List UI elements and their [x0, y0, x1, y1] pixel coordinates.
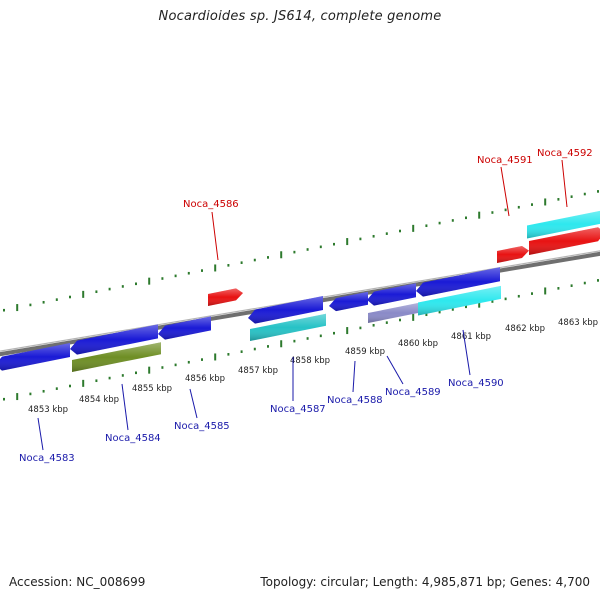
gene-arrow-noca-4589-shade — [367, 283, 416, 306]
kbp-tick-label: 4858 kbp — [290, 356, 330, 366]
product-box-noca-4592 — [527, 210, 600, 239]
kbp-tick-label: 4859 kbp — [345, 347, 385, 357]
feature-tracks — [0, 210, 600, 372]
gene-arrow-noca-4589 — [367, 283, 416, 306]
gene-label-noca-4585: Noca_4585 — [174, 421, 230, 432]
gene-arrow-noca-4592-shade — [529, 227, 600, 255]
leader-line-noca-4584 — [121, 383, 129, 431]
product-box-noca-4584 — [72, 342, 161, 372]
kbp-tick-label: 4854 kbp — [79, 395, 119, 405]
leader-line-noca-4591 — [500, 166, 510, 217]
gene-arrow-noca-4590 — [416, 267, 500, 297]
genome-summary-text: Topology: circular; Length: 4,985,871 bp… — [260, 575, 590, 589]
leader-line-noca-4589 — [386, 355, 404, 385]
leader-line-noca-4585 — [189, 388, 198, 419]
leader-line-noca-4592 — [561, 159, 568, 208]
kbp-tick-label: 4853 kbp — [28, 405, 68, 415]
kbp-tick-label: 4861 kbp — [451, 332, 491, 342]
gene-label-noca-4584: Noca_4584 — [105, 433, 161, 444]
gene-label-noca-4592: Noca_4592 — [537, 148, 593, 159]
gene-arrow-noca-4588-shade — [329, 291, 368, 312]
product-box-noca-4589 — [368, 303, 418, 323]
gene-label-noca-4583: Noca_4583 — [19, 453, 75, 464]
product-box-noca-4589-shade — [368, 303, 418, 323]
leader-line-noca-4586 — [211, 211, 219, 261]
lower-tick-ruler — [3, 279, 599, 401]
gene-labels: 4853 kbp 4854 kbp 4855 kbp 4856 kbp 4857 kbp… — [19, 148, 598, 464]
kbp-tick-label: 4856 kbp — [185, 374, 225, 384]
kbp-tick-label: 4857 kbp — [238, 366, 278, 376]
gene-arrow-noca-4583-shade — [0, 343, 70, 371]
gene-arrow-noca-4585 — [158, 316, 211, 340]
product-box-noca-4590 — [418, 285, 501, 316]
leader-line-noca-4583 — [37, 417, 44, 451]
upper-tick-ruler — [3, 190, 599, 312]
accession-text: Accession: NC_008699 — [9, 575, 146, 589]
gene-arrow-noca-4583 — [0, 343, 70, 371]
kbp-tick-label: 4855 kbp — [132, 384, 172, 394]
gene-arrow-noca-4591 — [497, 246, 529, 263]
product-box-noca-4584-shade — [72, 342, 161, 372]
gene-label-noca-4589: Noca_4589 — [385, 387, 441, 398]
gene-label-noca-4588: Noca_4588 — [327, 395, 383, 406]
gene-arrow-noca-4592 — [529, 227, 600, 255]
gene-label-noca-4586: Noca_4586 — [183, 199, 239, 210]
product-box-noca-4590-shade — [418, 285, 501, 316]
gene-arrow-noca-4587-shade — [248, 296, 323, 324]
kbp-tick-label: 4860 kbp — [398, 339, 438, 349]
gene-arrow-noca-4586-shade — [208, 288, 243, 306]
gene-arrow-noca-4585-shade — [158, 316, 211, 340]
tick-rulers — [3, 190, 599, 401]
gene-arrow-noca-4587 — [248, 296, 323, 324]
gene-label-noca-4587: Noca_4587 — [270, 404, 326, 415]
leader-line-noca-4590 — [462, 329, 471, 376]
gene-arrow-noca-4586 — [208, 288, 243, 306]
gene-arrow-noca-4591-shade — [497, 246, 529, 263]
product-box-noca-4592-shade — [527, 210, 600, 239]
gene-arrow-noca-4584-shade — [70, 324, 158, 355]
gene-arrow-noca-4588 — [329, 291, 368, 312]
gene-arrow-noca-4590-shade — [416, 267, 500, 297]
gene-arrow-noca-4584 — [70, 324, 158, 355]
gene-label-noca-4591: Noca_4591 — [477, 155, 533, 166]
kbp-tick-label: 4862 kbp — [505, 324, 545, 334]
product-box-noca-4587-shade — [250, 313, 326, 341]
product-box-noca-4587 — [250, 313, 326, 341]
genome-title: Nocardioides sp. JS614, complete genome — [158, 9, 442, 24]
kbp-tick-label: 4863 kbp — [558, 318, 598, 328]
gene-label-noca-4590: Noca_4590 — [448, 378, 504, 389]
leader-line-noca-4588 — [352, 360, 356, 393]
